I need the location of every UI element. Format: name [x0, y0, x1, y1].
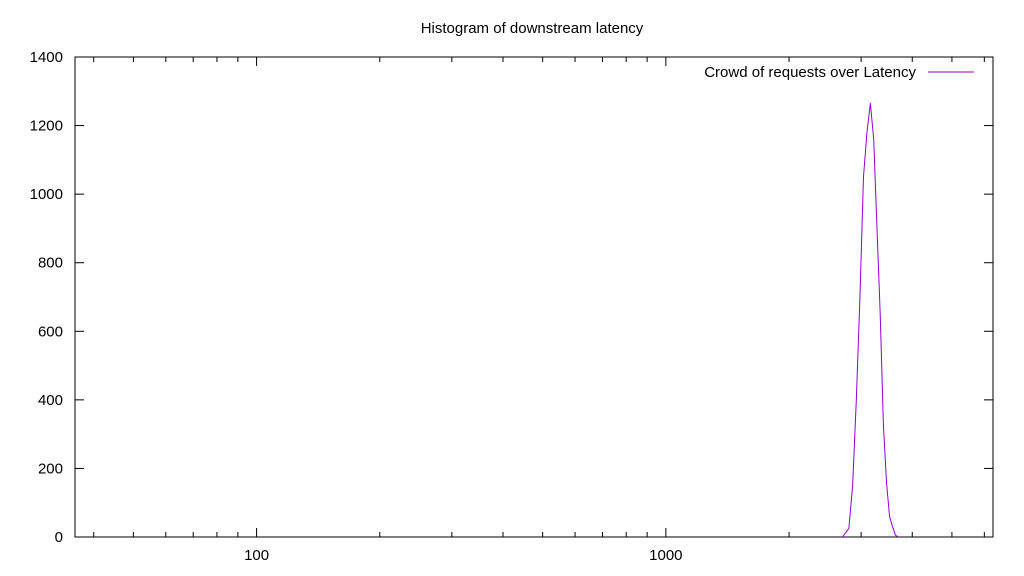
legend-label: Crowd of requests over Latency: [704, 64, 916, 81]
y-tick-label: 1200: [30, 118, 63, 135]
y-tick-label: 1000: [30, 186, 63, 203]
plot-area-frame: [74, 56, 994, 538]
series-line: [842, 102, 899, 538]
chart-title: Histogram of downstream latency: [421, 20, 644, 37]
y-tick-label: 0: [55, 529, 63, 546]
y-tick-label: 1400: [30, 49, 63, 66]
x-axis: 100 1000: [93, 57, 985, 564]
y-tick-label: 800: [38, 255, 63, 272]
series-layer: [842, 102, 899, 538]
y-tick-label: 200: [38, 460, 63, 477]
y-axis: 0 200 400 600 800 1000 1200 1400: [30, 49, 993, 546]
y-tick-label: 400: [38, 392, 63, 409]
x-tick-label: 1000: [649, 547, 682, 564]
y-tick-label: 600: [38, 323, 63, 340]
x-tick-label: 100: [244, 547, 269, 564]
legend: Crowd of requests over Latency: [704, 64, 974, 81]
